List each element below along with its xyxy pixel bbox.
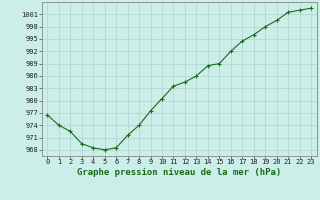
- X-axis label: Graphe pression niveau de la mer (hPa): Graphe pression niveau de la mer (hPa): [77, 168, 281, 177]
